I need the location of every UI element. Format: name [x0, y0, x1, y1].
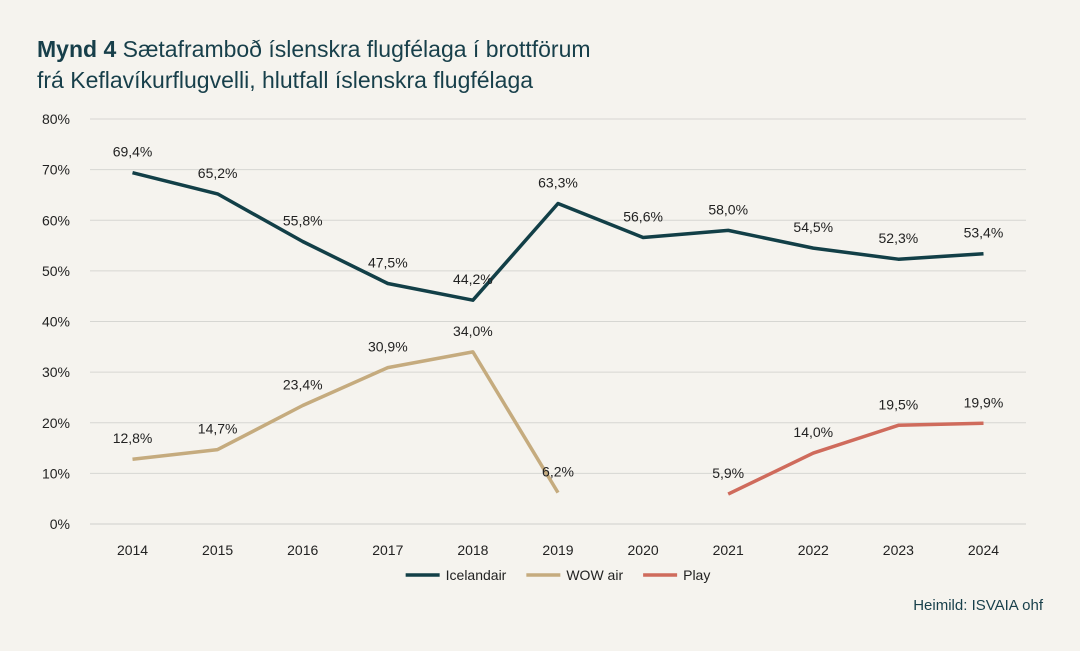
series-line-play	[727, 421, 984, 496]
x-tick-label: 2018	[457, 542, 488, 558]
y-tick-label: 0%	[50, 516, 70, 532]
legend-label-play: Play	[683, 567, 710, 583]
data-label-icelandair: 47,5%	[368, 255, 408, 271]
y-tick-label: 80%	[42, 111, 70, 127]
x-tick-label: 2023	[883, 542, 914, 558]
x-tick-label: 2021	[713, 542, 744, 558]
data-label-icelandair: 65,2%	[198, 165, 238, 181]
x-tick-label: 2016	[287, 542, 318, 558]
data-label-icelandair: 56,6%	[623, 208, 663, 224]
data-label-wow-air: 30,9%	[368, 339, 408, 355]
title-line-2: frá Keflavíkurflugvelli, hlutfall íslens…	[37, 67, 534, 93]
data-label-wow-air: 14,7%	[198, 421, 238, 437]
x-tick-label: 2019	[542, 542, 573, 558]
y-tick-label: 20%	[42, 415, 70, 431]
figure-number: Mynd 4	[37, 36, 117, 62]
data-label-wow-air: 6,2%	[542, 464, 574, 480]
series-line-wow-air	[132, 350, 560, 494]
data-label-icelandair: 63,3%	[538, 175, 578, 191]
x-tick-label: 2020	[628, 542, 659, 558]
legend-label-wow-air: WOW air	[566, 567, 623, 583]
x-tick-label: 2022	[798, 542, 829, 558]
y-tick-label: 70%	[42, 162, 70, 178]
data-label-icelandair: 54,5%	[793, 219, 833, 235]
data-label-icelandair: 53,4%	[964, 225, 1004, 241]
data-label-play: 14,0%	[793, 424, 833, 440]
chart-title: Mynd 4 Sætaframboð íslenskra flugfélaga …	[37, 34, 591, 96]
source-note: Heimild: ISVAIA ohf	[913, 597, 1043, 614]
series-line-icelandair	[132, 171, 984, 302]
data-label-icelandair: 55,8%	[283, 213, 323, 229]
y-tick-label: 50%	[42, 263, 70, 279]
data-label-play: 19,9%	[964, 394, 1004, 410]
y-tick-label: 40%	[42, 314, 70, 330]
y-tick-label: 10%	[42, 465, 70, 481]
data-label-wow-air: 12,8%	[113, 430, 153, 446]
x-tick-label: 2024	[968, 542, 999, 558]
x-tick-label: 2017	[372, 542, 403, 558]
y-tick-label: 60%	[42, 212, 70, 228]
legend-label-icelandair: Icelandair	[446, 567, 507, 583]
data-label-wow-air: 34,0%	[453, 323, 493, 339]
x-tick-label: 2015	[202, 542, 233, 558]
data-label-icelandair: 69,4%	[113, 144, 153, 160]
title-line-1: Sætaframboð íslenskra flugfélaga í brott…	[122, 36, 591, 62]
y-tick-label: 30%	[42, 364, 70, 380]
data-label-icelandair: 44,2%	[453, 271, 493, 287]
data-label-icelandair: 58,0%	[708, 201, 748, 217]
data-label-wow-air: 23,4%	[283, 377, 323, 393]
data-label-play: 5,9%	[712, 465, 744, 481]
x-tick-label: 2014	[117, 542, 148, 558]
data-label-icelandair: 52,3%	[879, 230, 919, 246]
data-label-play: 19,5%	[879, 396, 919, 412]
